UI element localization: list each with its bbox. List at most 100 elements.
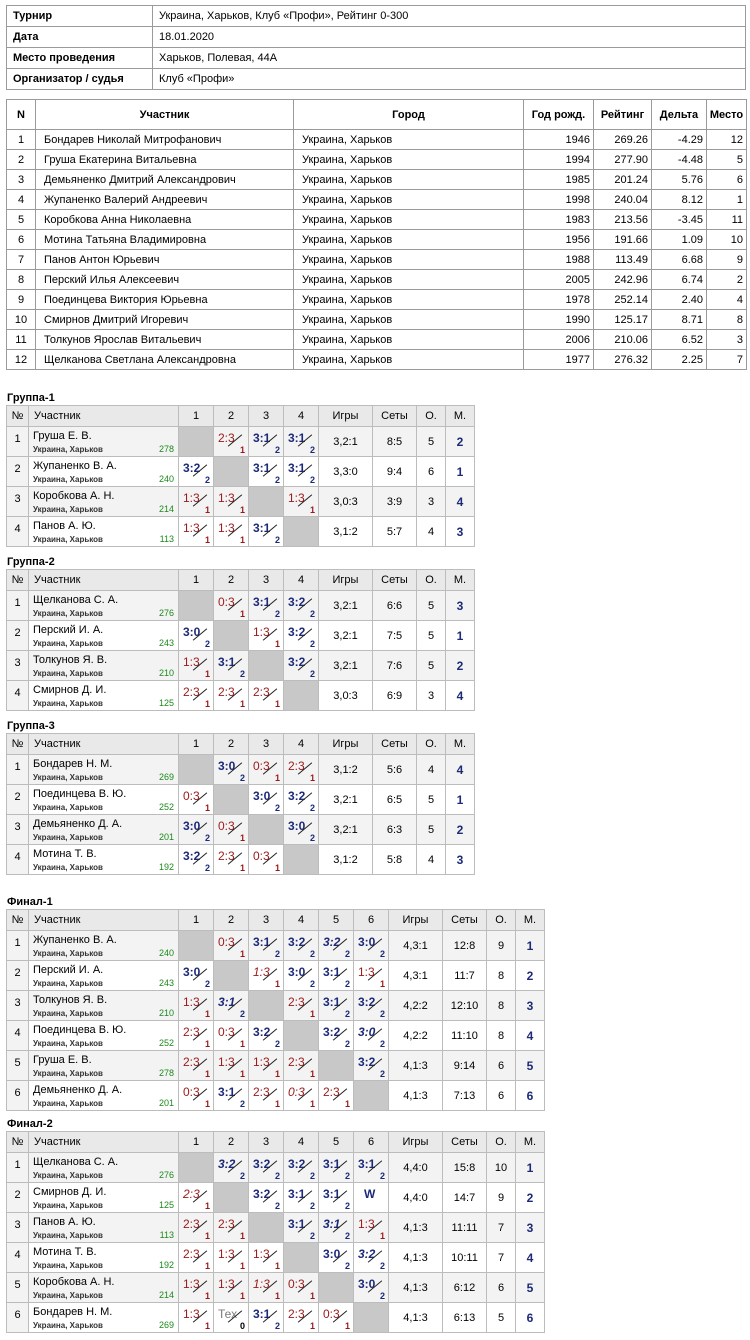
participant-cell: 113.49 xyxy=(593,249,652,270)
group-player: Панов А. Ю. Украина, Харьков 113 xyxy=(28,516,179,547)
info-key: Организатор / судья xyxy=(6,68,153,90)
match-score: 2:3 xyxy=(183,1217,200,1231)
match-score: 1:3 xyxy=(218,1055,235,1069)
participant-cell: 2.25 xyxy=(651,349,707,370)
group-header-cell: О. xyxy=(416,569,446,591)
match-score-cell: 3:1 2 xyxy=(283,1182,319,1213)
match-points: 1 xyxy=(204,1321,210,1331)
group-points: 9 xyxy=(486,930,516,961)
group-header-cell: М. xyxy=(515,909,545,931)
match-points: 2 xyxy=(274,803,280,813)
player-name: Толкунов Я. В. xyxy=(33,654,108,666)
match-points: 2 xyxy=(239,1009,245,1019)
group-player: Коробкова А. Н. Украина, Харьков 214 xyxy=(28,486,179,517)
participants-header-cell: Участник xyxy=(35,99,294,130)
match-score-cell: W xyxy=(353,1182,389,1213)
group-place: 3 xyxy=(445,516,475,547)
participant-cell: -4.48 xyxy=(651,149,707,170)
match-points: 1 xyxy=(309,505,315,515)
info-row: Место проведения Харьков, Полевая, 44А xyxy=(6,47,746,69)
self-match-cell xyxy=(283,844,319,875)
group-player: Коробкова А. Н. Украина, Харьков 214 xyxy=(28,1272,179,1303)
group-header-cell: 1 xyxy=(178,909,214,931)
match-score-cell: 3:2 2 xyxy=(353,990,389,1021)
player-name: Демьяненко Д. А. xyxy=(33,818,123,830)
match-points: 1 xyxy=(239,863,245,873)
group-player: Перский И. А. Украина, Харьков 243 xyxy=(28,960,179,991)
player-rating: 269 xyxy=(158,1320,174,1330)
participant-cell: 9 xyxy=(6,289,36,310)
match-points: 2 xyxy=(309,1201,315,1211)
match-score-cell: 2:3 1 xyxy=(283,1302,319,1333)
group-sets: 3:9 xyxy=(372,486,417,517)
group-header-cell: Сеты xyxy=(372,569,417,591)
group-header-cell: Игры xyxy=(318,733,373,755)
player-rating: 276 xyxy=(158,1170,174,1180)
group-row-number: 3 xyxy=(6,650,29,681)
participant-cell: 8.71 xyxy=(651,309,707,330)
group-header-row: № Участник 1 2 3 4 5 6 Игры Сеты О. М. xyxy=(6,909,545,931)
group-games: 4,4:0 xyxy=(388,1182,443,1213)
player-name: Поединцева В. Ю. xyxy=(33,1024,127,1036)
group-header-row: № Участник 1 2 3 4 Игры Сеты О. М. xyxy=(6,405,475,427)
match-points: 2 xyxy=(344,1009,350,1019)
player-city: Украина, Харьков xyxy=(33,475,103,484)
group-games: 3,2:1 xyxy=(318,650,373,681)
player-name: Жупаненко В. А. xyxy=(33,460,117,472)
player-rating: 125 xyxy=(158,1200,174,1210)
participant-cell: 2006 xyxy=(523,329,594,350)
match-score-cell: 1:3 1 xyxy=(178,516,214,547)
self-match-cell xyxy=(178,1152,214,1183)
group-row-number: 6 xyxy=(6,1302,29,1333)
match-score-cell: 2:3 1 xyxy=(283,990,319,1021)
group-header-cell: О. xyxy=(486,1131,516,1153)
group-row-number: 4 xyxy=(6,1020,29,1051)
group-header-cell: 4 xyxy=(283,405,319,427)
match-score: 2:3 xyxy=(218,849,235,863)
match-score-cell: 3:1 2 xyxy=(283,456,319,487)
player-city: Украина, Харьков xyxy=(33,1261,103,1270)
group-header-cell: Сеты xyxy=(372,733,417,755)
match-score-cell: 2:3 1 xyxy=(283,1050,319,1081)
match-points: 2 xyxy=(274,1321,280,1331)
group-row: 3 Толкунов Я. В. Украина, Харьков 210 1:3 1 3:… xyxy=(6,990,545,1021)
player-city: Украина, Харьков xyxy=(33,803,103,812)
match-points: 1 xyxy=(379,979,385,989)
group-games: 4,1:3 xyxy=(388,1242,443,1273)
match-score: 2:3 xyxy=(183,685,200,699)
group-place: 6 xyxy=(515,1080,545,1111)
match-score-cell: 1:3 1 xyxy=(213,1272,249,1303)
group-points: 4 xyxy=(416,754,446,785)
participants-header-cell: N xyxy=(6,99,36,130)
group-points: 6 xyxy=(486,1050,516,1081)
match-points: 2 xyxy=(274,445,280,455)
group-header-cell: Сеты xyxy=(442,909,487,931)
self-match-cell xyxy=(283,1020,319,1051)
match-score: 2:3 xyxy=(218,431,235,445)
match-points: 2 xyxy=(204,863,210,873)
info-value: 18.01.2020 xyxy=(152,26,746,48)
group-place: 1 xyxy=(445,784,475,815)
match-score: 0:3 xyxy=(218,819,235,833)
match-score-cell: 3:1 2 xyxy=(318,990,354,1021)
player-city: Украина, Харьков xyxy=(33,773,103,782)
match-score: 2:3 xyxy=(183,1247,200,1261)
match-points: 1 xyxy=(239,949,245,959)
participant-cell: 191.66 xyxy=(593,229,652,250)
participant-cell: Жупаненко Валерий Андреевич xyxy=(35,189,294,210)
match-score-cell: 3:2 2 xyxy=(283,590,319,621)
group-header-cell: Сеты xyxy=(442,1131,487,1153)
group-header-cell: № xyxy=(6,733,29,755)
match-points: 2 xyxy=(379,1291,385,1301)
match-points: 2 xyxy=(309,445,315,455)
group-title: Финал-1 xyxy=(7,896,53,908)
match-score-cell: 3:2 2 xyxy=(248,1182,284,1213)
group-points: 5 xyxy=(486,1302,516,1333)
participant-row: 2 Груша Екатерина Витальевна Украина, Харь… xyxy=(6,149,747,170)
player-city: Украина, Харьков xyxy=(33,1039,103,1048)
group-player: Жупаненко В. А. Украина, Харьков 240 xyxy=(28,930,179,961)
player-name: Перский И. А. xyxy=(33,964,104,976)
group-row-number: 3 xyxy=(6,486,29,517)
participants-table: N Участник Город Год рожд. Рейтинг Дельта Мест… xyxy=(6,99,747,370)
participant-cell: Смирнов Дмитрий Игоревич xyxy=(35,309,294,330)
